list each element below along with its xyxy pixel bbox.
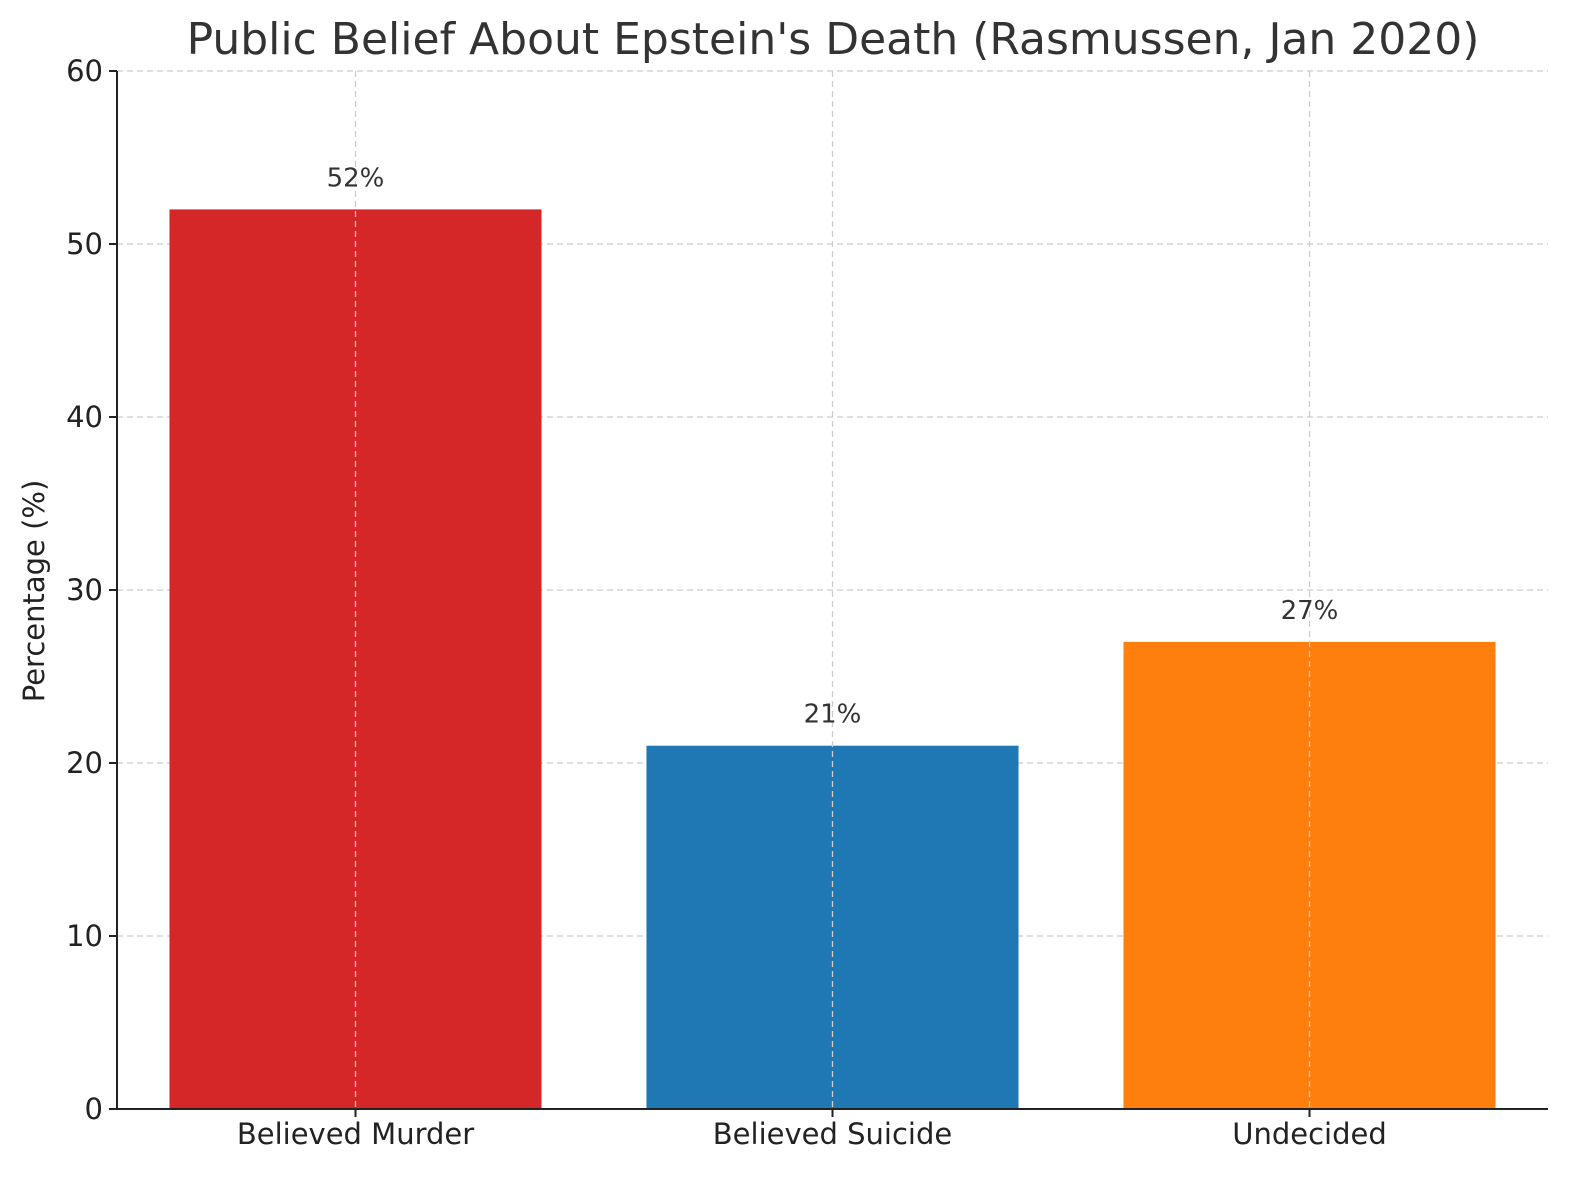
chart-title: Public Belief About Epstein's Death (Ras… (187, 14, 1480, 65)
tick-labels: 0 10 20 30 40 50 60 Believed Murder Believed Sui… (66, 54, 1387, 1151)
y-tick-label-30: 30 (66, 573, 103, 607)
bars (169, 209, 1496, 1109)
y-tick-label-50: 50 (66, 227, 103, 261)
data-label-2: 27% (1281, 596, 1339, 626)
y-tick-label-60: 60 (66, 54, 103, 88)
x-tick-label-0: Believed Murder (237, 1117, 474, 1151)
x-tick-label-2: Undecided (1232, 1117, 1387, 1151)
data-labels: 52% 21% 27% (327, 163, 1339, 729)
x-tick-label-1: Believed Suicide (713, 1117, 952, 1151)
y-tick-label-10: 10 (66, 919, 103, 953)
vertical-grid-lines (354, 71, 1311, 1109)
y-tick-label-0: 0 (85, 1092, 103, 1126)
y-axis-label: Percentage (%) (17, 480, 51, 703)
bar-believed-murder (169, 209, 542, 1109)
data-label-1: 21% (804, 700, 862, 730)
data-label-0: 52% (327, 163, 385, 193)
y-tick-label-20: 20 (66, 746, 103, 780)
y-tick-label-40: 40 (66, 400, 103, 434)
